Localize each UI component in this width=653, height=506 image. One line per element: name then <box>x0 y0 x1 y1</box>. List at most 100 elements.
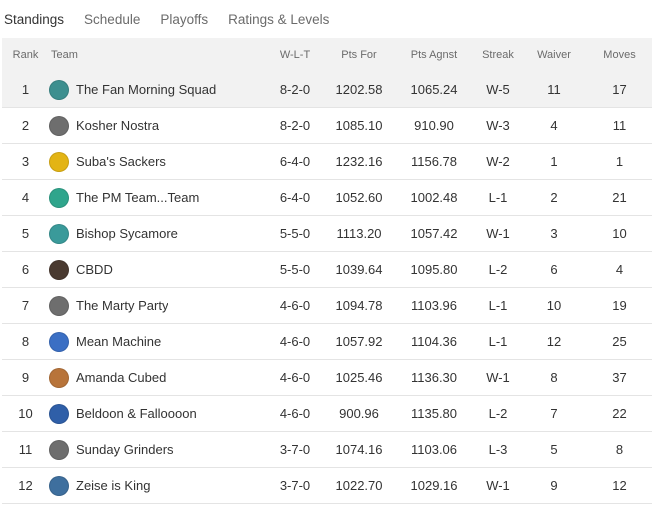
table-row: 5 Bishop Sycamore 5-5-0 1113.20 1057.42 W-1 3 1… <box>2 215 652 252</box>
waiver-cell: 5 <box>521 431 587 468</box>
team-cell: Mean Machine <box>49 323 265 360</box>
moves-cell: 8 <box>587 431 652 468</box>
waiver-cell: 3 <box>521 215 587 252</box>
column-header-team[interactable]: Team <box>49 38 265 72</box>
team-link[interactable]: Sunday Grinders <box>49 439 265 460</box>
column-header-moves[interactable]: Moves <box>587 38 652 72</box>
team-link[interactable]: The Marty Party <box>49 295 265 316</box>
team-avatar <box>49 115 69 136</box>
tab-standings[interactable]: Standings <box>4 11 65 27</box>
rank-cell: 4 <box>2 179 49 216</box>
table-row: 1 The Fan Morning Squad 8-2-0 1202.58 1065.2… <box>2 72 652 108</box>
tab-ratings-levels[interactable]: Ratings & Levels <box>228 11 330 27</box>
pts-agnst-cell: 1095.80 <box>393 251 475 288</box>
team-cell: The Marty Party <box>49 287 265 324</box>
pts-agnst-cell: 1103.06 <box>393 431 475 468</box>
pts-agnst-cell: 1029.16 <box>393 467 475 504</box>
moves-cell: 21 <box>587 179 652 216</box>
streak-cell: W-2 <box>475 143 521 180</box>
streak-cell: W-1 <box>475 359 521 396</box>
pts-for-cell: 1202.58 <box>325 72 393 108</box>
team-name: The Fan Morning Squad <box>76 82 217 97</box>
moves-cell: 4 <box>587 251 652 288</box>
pts-for-cell: 1232.16 <box>325 143 393 180</box>
column-header-wlt[interactable]: W-L-T <box>265 38 325 72</box>
pts-for-cell: 1074.16 <box>325 431 393 468</box>
team-avatar <box>49 367 69 388</box>
table-row: 6 CBDD 5-5-0 1039.64 1095.80 L-2 6 4 <box>2 251 652 288</box>
streak-cell: W-1 <box>475 215 521 252</box>
wlt-cell: 5-5-0 <box>265 251 325 288</box>
column-header-waiver[interactable]: Waiver <box>521 38 587 72</box>
table-row: 8 Mean Machine 4-6-0 1057.92 1104.36 L-1 12 25 <box>2 323 652 360</box>
wlt-cell: 4-6-0 <box>265 287 325 324</box>
team-link[interactable]: The Fan Morning Squad <box>49 79 265 100</box>
team-cell: The PM Team...Team <box>49 179 265 216</box>
pts-agnst-cell: 1065.24 <box>393 72 475 108</box>
team-link[interactable]: Kosher Nostra <box>49 115 265 136</box>
team-cell: Beldoon & Falloooon <box>49 395 265 432</box>
pts-agnst-cell: 1135.80 <box>393 395 475 432</box>
streak-cell: L-1 <box>475 287 521 324</box>
wlt-cell: 6-4-0 <box>265 143 325 180</box>
pts-for-cell: 1085.10 <box>325 107 393 144</box>
table-row: 10 Beldoon & Falloooon 4-6-0 900.96 1135.80 L… <box>2 395 652 432</box>
column-header-pts-agnst[interactable]: Pts Agnst <box>393 38 475 72</box>
rank-cell: 2 <box>2 107 49 144</box>
moves-cell: 1 <box>587 143 652 180</box>
wlt-cell: 3-7-0 <box>265 431 325 468</box>
wlt-cell: 6-4-0 <box>265 179 325 216</box>
team-link[interactable]: The PM Team...Team <box>49 187 265 208</box>
pts-agnst-cell: 1156.78 <box>393 143 475 180</box>
moves-cell: 37 <box>587 359 652 396</box>
rank-cell: 6 <box>2 251 49 288</box>
wlt-cell: 8-2-0 <box>265 72 325 108</box>
pts-agnst-cell: 910.90 <box>393 107 475 144</box>
pts-for-cell: 1022.70 <box>325 467 393 504</box>
column-header-rank[interactable]: Rank <box>2 38 49 72</box>
streak-cell: L-2 <box>475 251 521 288</box>
wlt-cell: 4-6-0 <box>265 359 325 396</box>
moves-cell: 25 <box>587 323 652 360</box>
waiver-cell: 7 <box>521 395 587 432</box>
team-cell: Zeise is King <box>49 467 265 504</box>
pts-for-cell: 900.96 <box>325 395 393 432</box>
pts-for-cell: 1052.60 <box>325 179 393 216</box>
team-avatar <box>49 403 69 424</box>
rank-cell: 10 <box>2 395 49 432</box>
team-cell: CBDD <box>49 251 265 288</box>
team-avatar <box>49 187 69 208</box>
team-link[interactable]: CBDD <box>49 259 265 280</box>
tab-schedule[interactable]: Schedule <box>84 11 141 27</box>
pts-agnst-cell: 1136.30 <box>393 359 475 396</box>
waiver-cell: 6 <box>521 251 587 288</box>
team-name: Beldoon & Falloooon <box>76 406 197 421</box>
team-name: Kosher Nostra <box>76 118 160 133</box>
moves-cell: 11 <box>587 107 652 144</box>
rank-cell: 5 <box>2 215 49 252</box>
wlt-cell: 4-6-0 <box>265 395 325 432</box>
column-header-pts-for[interactable]: Pts For <box>325 38 393 72</box>
table-row: 3 Suba's Sackers 6-4-0 1232.16 1156.78 W-2 1 1 <box>2 143 652 180</box>
streak-cell: L-1 <box>475 323 521 360</box>
rank-cell: 1 <box>2 72 49 108</box>
moves-cell: 12 <box>587 467 652 504</box>
team-link[interactable]: Mean Machine <box>49 331 265 352</box>
tab-playoffs[interactable]: Playoffs <box>160 11 209 27</box>
pts-for-cell: 1057.92 <box>325 323 393 360</box>
team-link[interactable]: Zeise is King <box>49 475 265 496</box>
team-link[interactable]: Bishop Sycamore <box>49 223 265 244</box>
team-link[interactable]: Amanda Cubed <box>49 367 265 388</box>
team-avatar <box>49 475 69 496</box>
team-name: The Marty Party <box>76 298 169 313</box>
waiver-cell: 2 <box>521 179 587 216</box>
team-link[interactable]: Suba's Sackers <box>49 151 265 172</box>
pts-for-cell: 1025.46 <box>325 359 393 396</box>
table-row: 4 The PM Team...Team 6-4-0 1052.60 1002.48 L-… <box>2 179 652 216</box>
waiver-cell: 9 <box>521 467 587 504</box>
column-header-streak[interactable]: Streak <box>475 38 521 72</box>
team-link[interactable]: Beldoon & Falloooon <box>49 403 265 424</box>
waiver-cell: 12 <box>521 323 587 360</box>
pts-agnst-cell: 1057.42 <box>393 215 475 252</box>
waiver-cell: 11 <box>521 72 587 108</box>
